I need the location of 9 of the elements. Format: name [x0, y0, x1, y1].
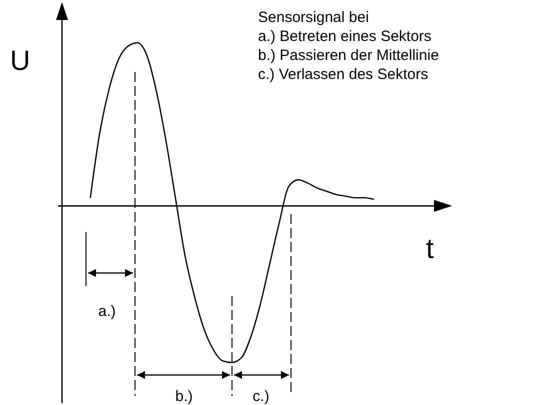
- annotation: a.) Betreten eines Sektors: [258, 28, 432, 45]
- y-axis-title: U: [10, 45, 30, 76]
- text: Sensorsignal bei: [258, 9, 369, 26]
- annotation: c.) Verlassen des Sektors: [258, 66, 428, 83]
- x-axis-title: t: [426, 233, 434, 264]
- annotation: a.): [98, 303, 116, 320]
- text: b.): [175, 388, 193, 405]
- text: c.): [252, 388, 270, 405]
- annotation: b.) Passieren der Mittellinie: [258, 47, 439, 64]
